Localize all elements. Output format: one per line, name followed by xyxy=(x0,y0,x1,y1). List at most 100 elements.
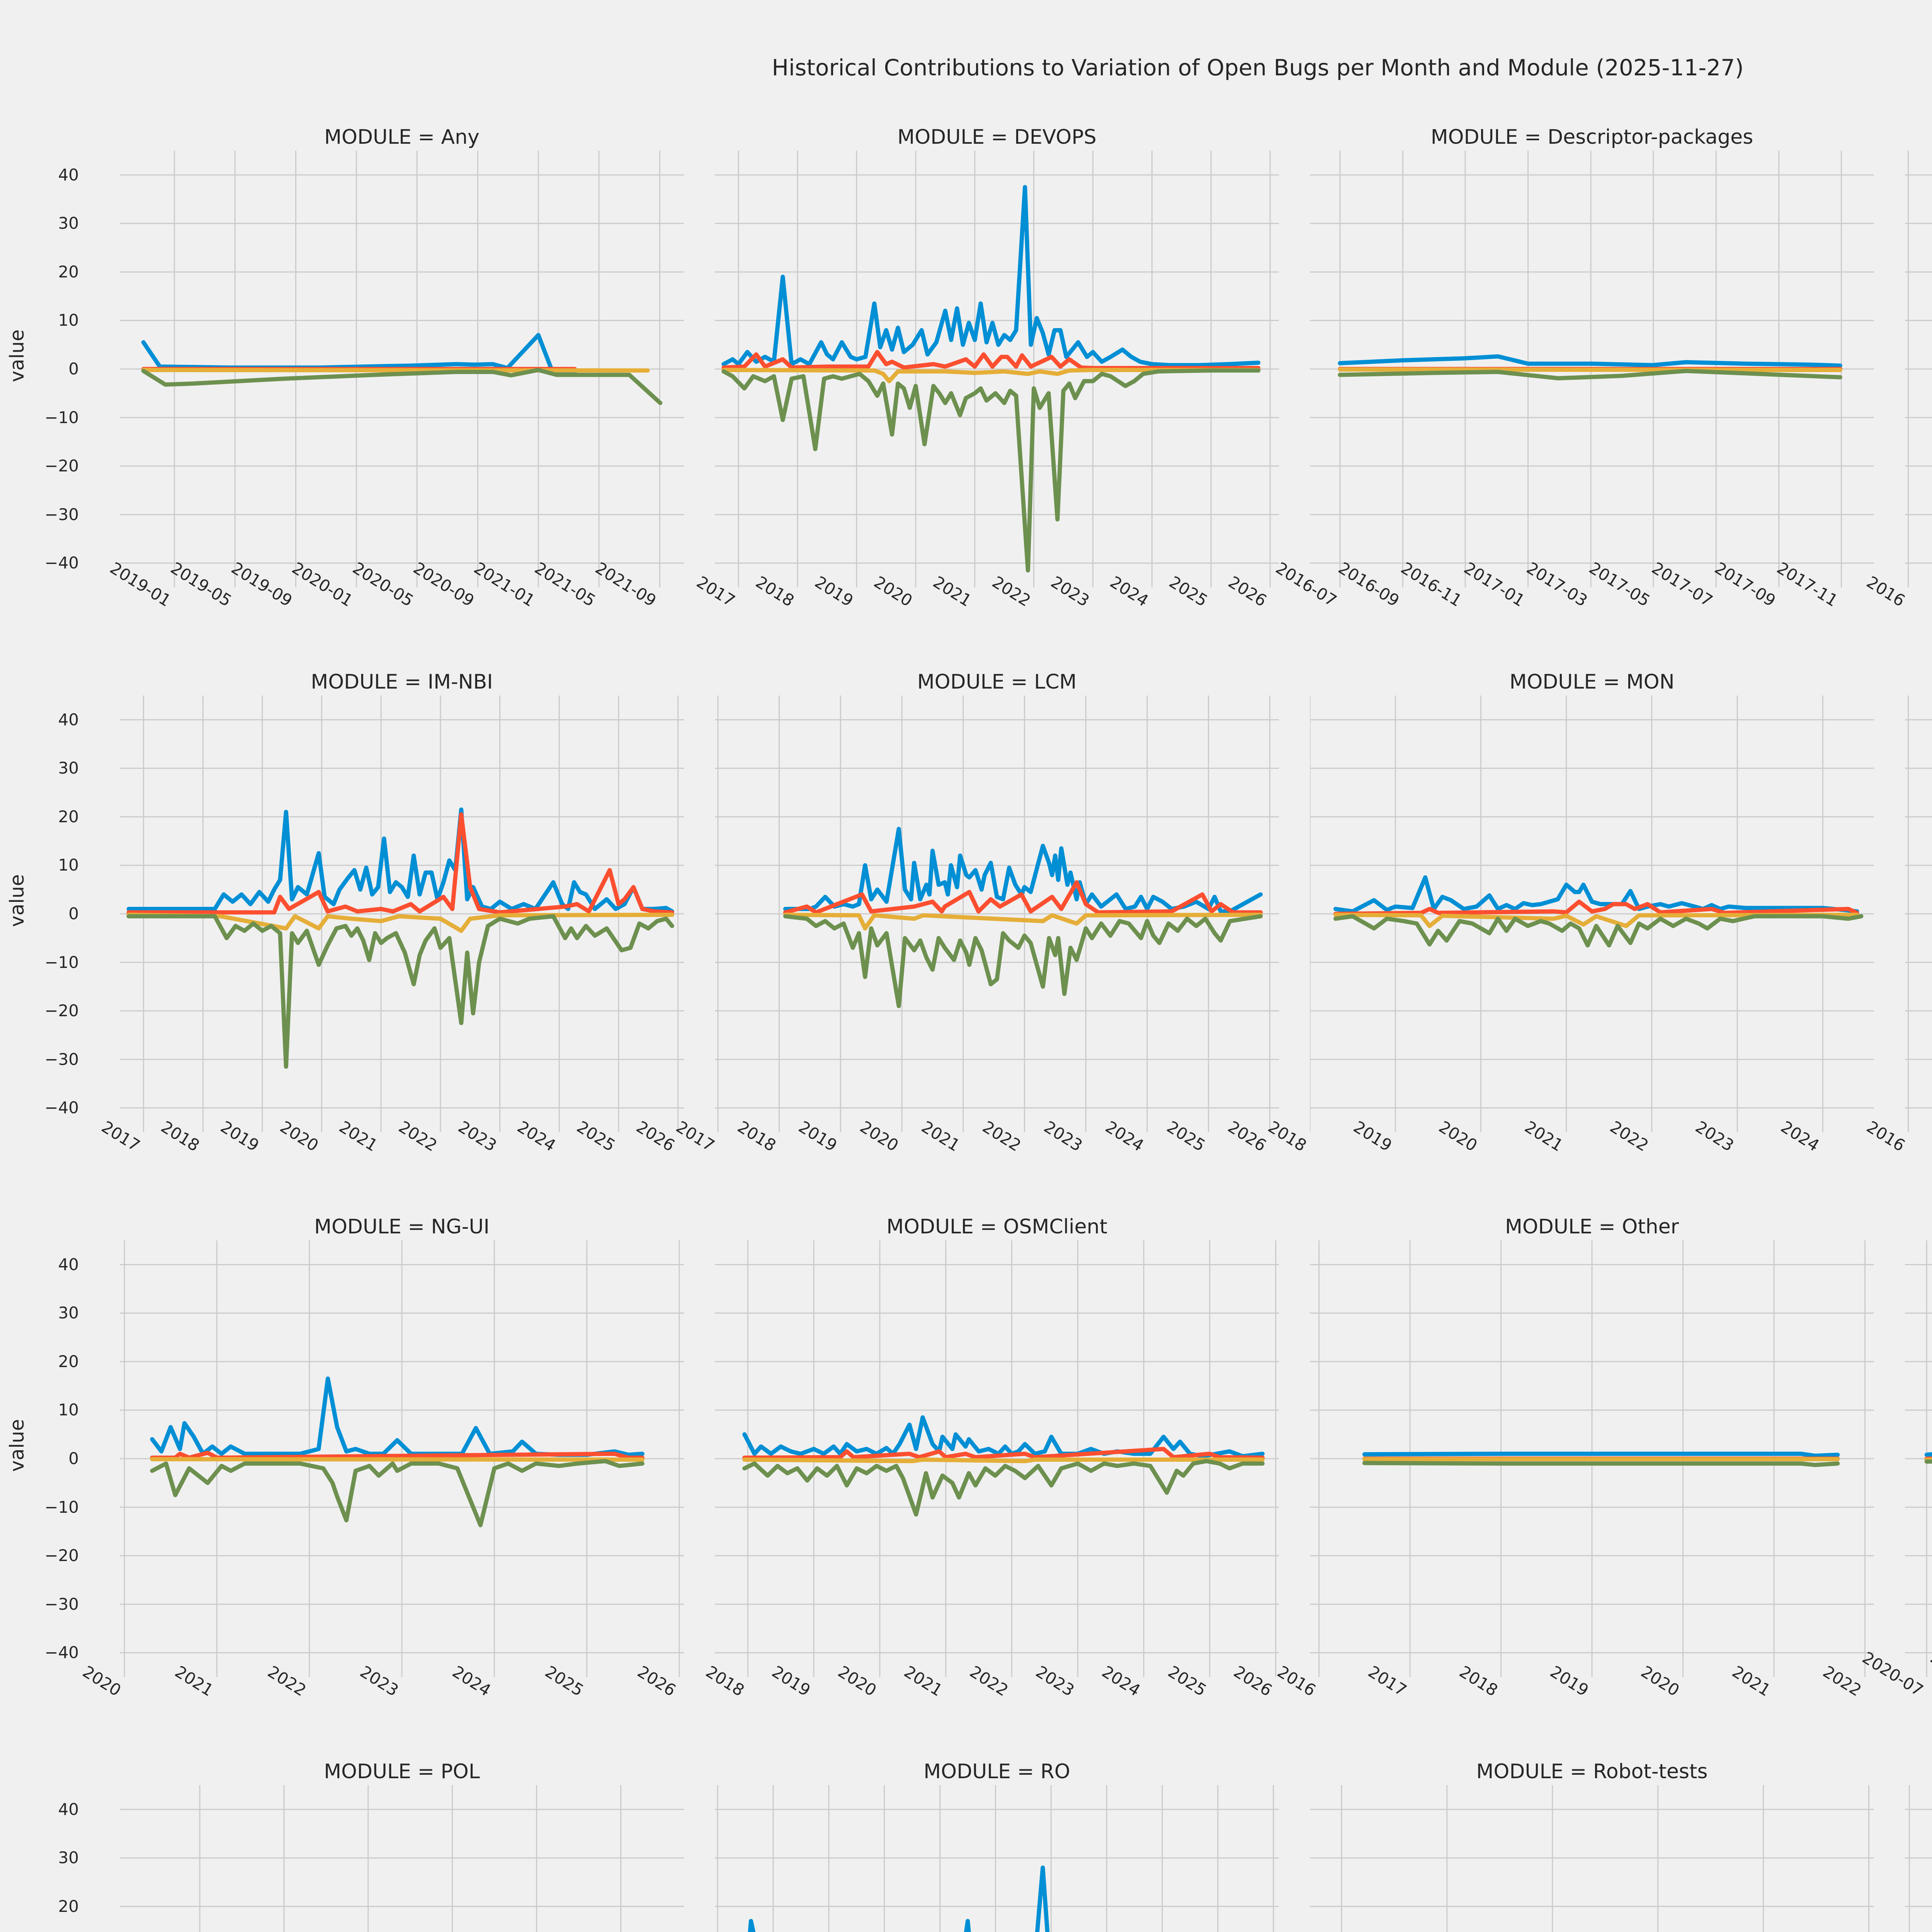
y-tick-label: 20 xyxy=(58,807,79,826)
series-false_closed xyxy=(126,913,674,933)
facet-NG-UI: MODULE = NG-UI 2020 2021 2022 2023 2024 2025 20… xyxy=(79,1213,684,1758)
facet-title: MODULE = Robot-tests xyxy=(1476,1760,1708,1783)
facet-title: MODULE = LCM xyxy=(917,670,1077,694)
y-axis-row-3: value 40 30 20 10 0 −10 −20 −30 −40 xyxy=(4,1213,89,1758)
y-tick-label: −10 xyxy=(44,408,79,427)
series-reopened xyxy=(1333,900,1859,916)
y-tick-label: −40 xyxy=(44,1643,79,1662)
series-false_closed xyxy=(742,1458,1265,1463)
plot-MON xyxy=(1310,696,1874,1132)
y-tick-label: 30 xyxy=(58,214,79,233)
series-closed xyxy=(1362,1461,1840,1467)
y-tick-label: 40 xyxy=(58,710,79,729)
y-tick-label: 0 xyxy=(68,359,79,378)
series-opened xyxy=(1362,1451,1840,1458)
y-tick-label: 10 xyxy=(58,1400,79,1420)
series-opened xyxy=(721,185,1260,367)
facet-DEVOPS: MODULE = DEVOPS 2017 2018 2019 2020 2021 2022 2… xyxy=(694,124,1279,668)
y-axis-label: value xyxy=(6,874,28,927)
x-axis-Descriptor-packages: 2016-07 2016-09 2016-11 2017-01 2017-03 2017-… xyxy=(1272,558,1874,645)
series-closed xyxy=(1333,914,1864,948)
plot-RO xyxy=(715,1785,1279,1932)
y-tick-label: 30 xyxy=(58,1303,79,1323)
series-opened xyxy=(1338,354,1842,368)
y-tick-label: −40 xyxy=(44,553,79,573)
plot-DEVOPS xyxy=(715,151,1279,587)
y-tick-label: 40 xyxy=(58,165,79,184)
plot-Robot-tests xyxy=(1310,1785,1874,1932)
facet-Any: MODULE = Any 2019-01 2019-05 2019-09 2020-01… xyxy=(107,124,684,668)
y-axis-row-2: value 40 30 20 10 0 −10 −20 −30 −40 xyxy=(4,668,89,1213)
facet-grid: value 40 30 20 10 0 −10 −20 −30 −40 MODULE = Any 20… xyxy=(0,124,1932,1932)
plot-Other xyxy=(1310,1240,1874,1677)
series-false_closed xyxy=(1333,913,1859,928)
plot-N2VC xyxy=(1905,696,1932,1132)
y-tick-label: −20 xyxy=(44,1001,79,1020)
series-closed xyxy=(1924,1459,1932,1464)
y-tick-label: 20 xyxy=(58,1896,79,1916)
facet-title: MODULE = NG-UI xyxy=(314,1215,490,1238)
series-opened xyxy=(1333,875,1859,914)
series-closed xyxy=(742,1459,1265,1517)
x-axis-Other: 2016 2017 2018 2019 2020 2021 2022 xyxy=(1274,1662,1874,1735)
facet-RO: MODULE = RO20162017201820192020202120222… xyxy=(715,1758,1279,1932)
y-tick-label: −20 xyxy=(44,1546,79,1565)
facet-Other: MODULE = Other 2016 2017 2018 2019 2020 2021 20… xyxy=(1274,1213,1874,1758)
facet-POL: MODULE = POL201920202021202220232024 xyxy=(120,1758,684,1932)
facet-LCM: MODULE = LCM 2017 2018 2019 2020 2021 2022 2023… xyxy=(673,668,1279,1213)
x-axis-N2VC: 201620172018201920202021202220232024 xyxy=(1863,1117,1932,1190)
plot-Unknown xyxy=(1905,1785,1932,1932)
series-reopened xyxy=(742,1447,1265,1460)
plot-POL xyxy=(120,1785,684,1932)
series-reopened xyxy=(150,1451,645,1460)
y-tick-label: 10 xyxy=(58,855,79,875)
series-reopened xyxy=(783,880,1263,915)
series-opened xyxy=(150,1376,645,1457)
series-closed xyxy=(126,914,674,1069)
x-axis-Any: 2019-01 2019-05 2019-09 2020-01 2020-05 2020-… xyxy=(107,558,684,645)
facet-title: MODULE = MON xyxy=(1509,670,1675,694)
series-opened xyxy=(742,1415,1265,1459)
facet-N2VC: MODULE = N2VC 201620172018201920202021202… xyxy=(1863,668,1932,1213)
y-tick-label: −30 xyxy=(44,1594,79,1614)
facet-title: MODULE = PLA xyxy=(1905,1213,1932,1240)
y-tick-label: −40 xyxy=(44,1098,79,1117)
series-false_closed xyxy=(1338,367,1842,372)
series-reopened xyxy=(126,812,674,915)
x-axis-IM-NBI: 2017 2018 2019 2020 2021 2022 2023 2024 2025 2026 xyxy=(99,1117,684,1190)
facet-title: MODULE = RO xyxy=(923,1760,1070,1783)
y-tick-label: −20 xyxy=(44,456,79,476)
y-tick-label: −30 xyxy=(44,505,79,524)
plot-LCM xyxy=(715,696,1279,1132)
facet-title: MODULE = Documentation / Wiki xyxy=(1905,124,1932,151)
series-closed xyxy=(721,368,1260,573)
facet-title: MODULE = Descriptor-packages xyxy=(1430,126,1753,149)
y-tick-label: 30 xyxy=(58,759,79,778)
series-false_closed xyxy=(783,913,1263,931)
x-axis-OSMClient: 2018 2019 2020 2021 2022 2023 2024 2025 2026 xyxy=(703,1662,1279,1735)
series-false_closed xyxy=(721,368,1260,383)
y-tick-label: 0 xyxy=(68,1449,79,1468)
plot-Descriptor-packages xyxy=(1310,151,1874,587)
facet-OSMClient: MODULE = OSMClient 2018 2019 2020 2021 2022 20… xyxy=(703,1213,1279,1758)
facet-Documentation / Wiki: MODULE = Documentation / Wiki 20162017201… xyxy=(1863,124,1932,668)
x-axis-DEVOPS: 2017 2018 2019 2020 2021 2022 2023 2024 2025 2026 xyxy=(694,572,1279,645)
y-tick-label: −10 xyxy=(44,952,79,972)
facet-title: MODULE = Unknown xyxy=(1905,1758,1932,1785)
facet-title: MODULE = IM-NBI xyxy=(311,670,493,694)
facet-title: MODULE = OSMClient xyxy=(886,1215,1107,1238)
plot-OSMClient xyxy=(715,1240,1279,1677)
facet-Descriptor-packages: MODULE = Descriptor-packages 2016-07 2016-… xyxy=(1272,124,1874,668)
facet-title: MODULE = Any xyxy=(324,126,480,149)
x-axis-NG-UI: 2020 2021 2022 2023 2024 2025 2026 xyxy=(79,1662,684,1735)
facet-IM-NBI: MODULE = IM-NBI 2017 2018 2019 2020 2021 2022 2… xyxy=(99,668,684,1213)
facet-title: MODULE = N2VC xyxy=(1905,668,1932,696)
plot-PLA xyxy=(1905,1240,1932,1677)
plot-IM-NBI xyxy=(120,696,684,1132)
y-tick-label: 20 xyxy=(58,1352,79,1371)
facet-Unknown: MODULE = Unknown201620172018201920202021… xyxy=(1905,1758,1932,1932)
facet-Robot-tests: MODULE = Robot-tests20212022202320242025… xyxy=(1310,1758,1874,1932)
x-axis-Documentation / Wiki: 201620172018201920202021202220232024 xyxy=(1863,572,1932,645)
